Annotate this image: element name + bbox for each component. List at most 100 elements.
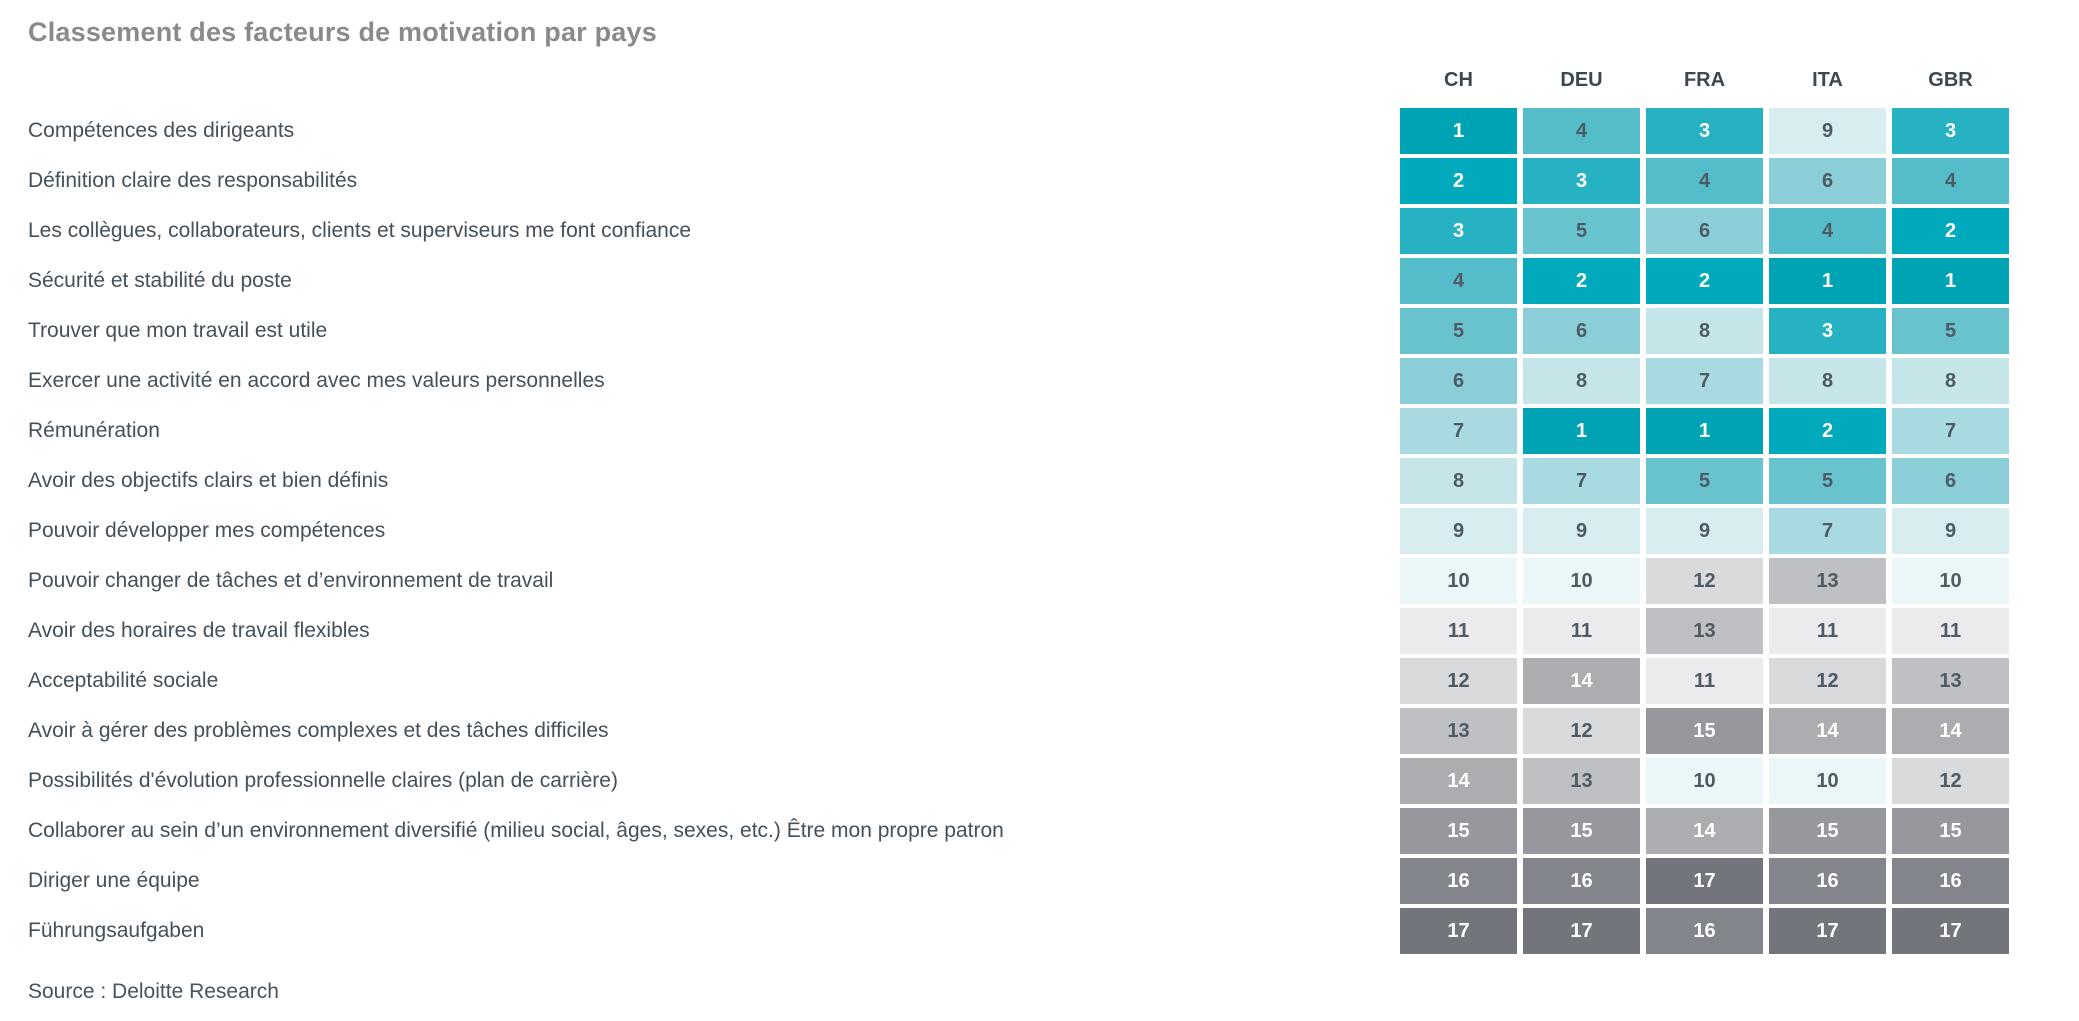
- rank-cell: 14: [1769, 708, 1886, 754]
- rank-cell: 11: [1892, 608, 2009, 654]
- row-label: Collaborer au sein d’un environnement di…: [28, 819, 1004, 842]
- rank-cell: 9: [1892, 508, 2009, 554]
- rank-cell: 11: [1523, 608, 1640, 654]
- rank-cell: 2: [1523, 258, 1640, 304]
- rank-cell: 15: [1769, 808, 1886, 854]
- column-header-ch: CH: [1444, 68, 1473, 91]
- rank-cell: 15: [1646, 708, 1763, 754]
- rank-cell: 3: [1400, 208, 1517, 254]
- rank-cell: 7: [1400, 408, 1517, 454]
- rank-cell: 7: [1523, 458, 1640, 504]
- row-label: Avoir à gérer des problèmes complexes et…: [28, 719, 609, 742]
- rank-cell: 2: [1769, 408, 1886, 454]
- rank-cell: 1: [1400, 108, 1517, 154]
- rank-cell: 17: [1523, 908, 1640, 954]
- rank-cell: 6: [1646, 208, 1763, 254]
- row-label: Les collègues, collaborateurs, clients e…: [28, 219, 692, 242]
- rank-cell: 8: [1400, 458, 1517, 504]
- rank-cell: 11: [1400, 608, 1517, 654]
- page-title: Classement des facteurs de motivation pa…: [28, 17, 657, 47]
- rank-cell: 14: [1400, 758, 1517, 804]
- column-header-gbr: GBR: [1928, 68, 1973, 91]
- rank-cell: 2: [1646, 258, 1763, 304]
- rank-cell: 5: [1400, 308, 1517, 354]
- rank-cell: 1: [1523, 408, 1640, 454]
- rank-cell: 7: [1646, 358, 1763, 404]
- rank-cell: 11: [1769, 608, 1886, 654]
- rank-cell: 3: [1769, 308, 1886, 354]
- row-label: Diriger une équipe: [28, 869, 200, 892]
- row-label: Pouvoir changer de tâches et d’environne…: [28, 569, 554, 592]
- rank-cell: 4: [1892, 158, 2009, 204]
- rank-cell: 14: [1646, 808, 1763, 854]
- rank-cell: 3: [1646, 108, 1763, 154]
- row-label: Possibilités d'évolution professionnelle…: [28, 769, 618, 792]
- row-label: Avoir des horaires de travail flexibles: [28, 619, 370, 642]
- rank-cell: 9: [1400, 508, 1517, 554]
- rank-cell: 15: [1523, 808, 1640, 854]
- rank-cell: 9: [1769, 108, 1886, 154]
- corner-spacer: [28, 56, 1394, 104]
- rank-cell: 17: [1892, 908, 2009, 954]
- rank-cell: 6: [1769, 158, 1886, 204]
- row-label: Trouver que mon travail est utile: [28, 319, 328, 342]
- row-label: Führungsaufgaben: [28, 919, 205, 942]
- rank-cell: 16: [1892, 858, 2009, 904]
- rank-cell: 1: [1769, 258, 1886, 304]
- rank-cell: 13: [1646, 608, 1763, 654]
- rank-cell: 10: [1892, 558, 2009, 604]
- row-label: Compétences des dirigeants: [28, 119, 295, 142]
- rank-cell: 8: [1646, 308, 1763, 354]
- rank-cell: 13: [1769, 558, 1886, 604]
- rank-cell: 10: [1769, 758, 1886, 804]
- rank-cell: 13: [1892, 658, 2009, 704]
- rank-cell: 5: [1769, 458, 1886, 504]
- rank-cell: 3: [1523, 158, 1640, 204]
- rank-cell: 13: [1400, 708, 1517, 754]
- rank-cell: 4: [1523, 108, 1640, 154]
- row-label: Définition claire des responsabilités: [28, 169, 358, 192]
- column-header-deu: DEU: [1560, 68, 1603, 91]
- rank-cell: 6: [1523, 308, 1640, 354]
- rank-cell: 3: [1892, 108, 2009, 154]
- rank-cell: 1: [1646, 408, 1763, 454]
- rank-cell: 15: [1892, 808, 2009, 854]
- row-label: Pouvoir développer mes compétences: [28, 519, 386, 542]
- rank-cell: 4: [1769, 208, 1886, 254]
- rank-cell: 6: [1400, 358, 1517, 404]
- rank-cell: 2: [1400, 158, 1517, 204]
- rank-cell: 10: [1523, 558, 1640, 604]
- row-label: Sécurité et stabilité du poste: [28, 269, 292, 292]
- rank-cell: 14: [1892, 708, 2009, 754]
- column-header-ita: ITA: [1812, 68, 1843, 91]
- rank-cell: 5: [1646, 458, 1763, 504]
- rank-cell: 15: [1400, 808, 1517, 854]
- rank-cell: 10: [1646, 758, 1763, 804]
- rank-cell: 11: [1646, 658, 1763, 704]
- rank-cell: 5: [1523, 208, 1640, 254]
- source-note: Source : Deloitte Research: [28, 980, 279, 1003]
- rank-cell: 13: [1523, 758, 1640, 804]
- rank-cell: 8: [1523, 358, 1640, 404]
- rank-cell: 7: [1892, 408, 2009, 454]
- row-label: Acceptabilité sociale: [28, 669, 219, 692]
- rank-cell: 6: [1892, 458, 2009, 504]
- rank-cell: 5: [1892, 308, 2009, 354]
- row-label: Avoir des objectifs clairs et bien défin…: [28, 469, 389, 492]
- ranking-heatmap: CH DEU FRA ITA GBR Compétences des dirigeants…: [28, 56, 2009, 954]
- rank-cell: 8: [1892, 358, 2009, 404]
- row-label: Rémunération: [28, 419, 160, 442]
- rank-cell: 14: [1523, 658, 1640, 704]
- rank-cell: 12: [1523, 708, 1640, 754]
- rank-cell: 9: [1646, 508, 1763, 554]
- rank-cell: 7: [1769, 508, 1886, 554]
- rank-cell: 12: [1769, 658, 1886, 704]
- rank-cell: 2: [1892, 208, 2009, 254]
- rank-cell: 1: [1892, 258, 2009, 304]
- rank-cell: 12: [1400, 658, 1517, 704]
- rank-cell: 17: [1769, 908, 1886, 954]
- rank-cell: 12: [1892, 758, 2009, 804]
- rank-cell: 17: [1646, 858, 1763, 904]
- row-label: Exercer une activité en accord avec mes …: [28, 369, 605, 392]
